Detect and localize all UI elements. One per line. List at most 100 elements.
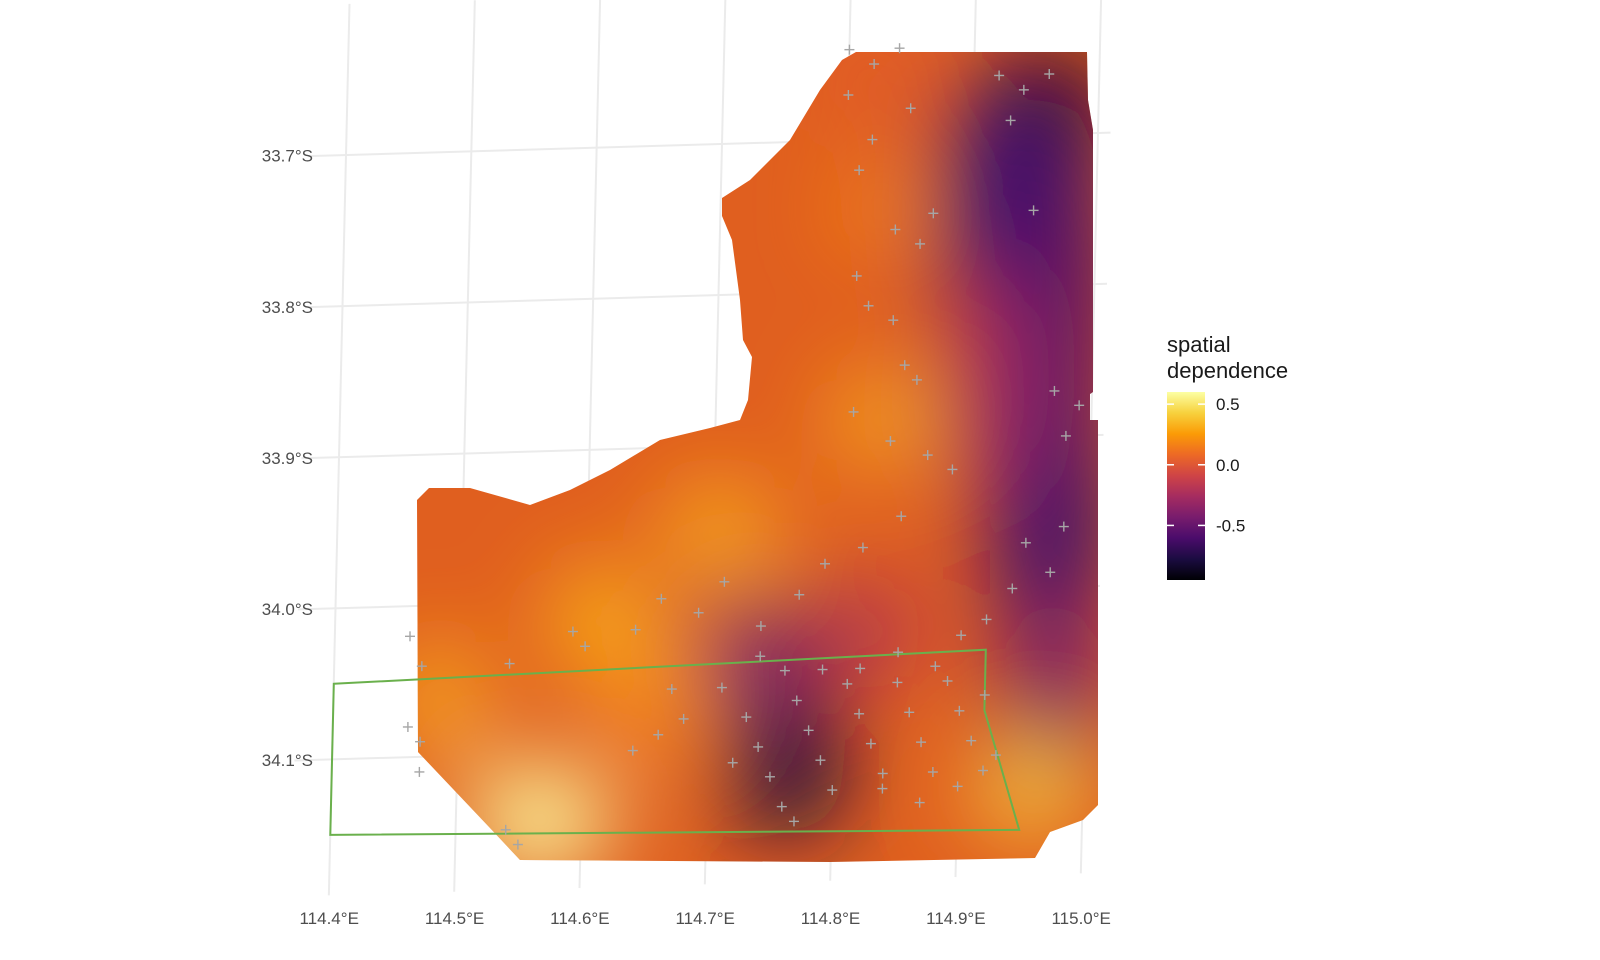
observation-point-3	[843, 89, 854, 100]
observation-point-10	[851, 270, 862, 281]
heatmap-surface	[417, 52, 1098, 862]
observation-point-72	[927, 767, 938, 778]
x-tick-label-0: 114.4°E	[299, 909, 358, 928]
observation-point-65	[842, 678, 853, 689]
observation-point-25	[1074, 400, 1085, 411]
observation-point-31	[981, 614, 992, 625]
observation-point-73	[942, 675, 953, 686]
observation-point-28	[1045, 567, 1056, 578]
observation-point-24	[1049, 385, 1060, 396]
observation-point-20	[1018, 84, 1029, 95]
observation-point-34	[857, 542, 868, 553]
observation-point-52	[627, 745, 638, 756]
x-tick-label-5: 114.9°E	[926, 909, 985, 928]
legend-title-line2: dependence	[1167, 358, 1288, 383]
y-axis-tick-labels: 33.7°S 33.8°S 33.9°S 34.0°S 34.1°S	[262, 147, 313, 770]
y-tick-label-4: 34.1°S	[262, 751, 313, 770]
x-tick-label-4: 114.8°E	[801, 909, 860, 928]
observation-point-19	[994, 70, 1005, 81]
observation-point-23	[1028, 205, 1039, 216]
observation-point-67	[865, 738, 876, 749]
observation-point-2	[894, 43, 905, 54]
observation-point-18	[947, 464, 958, 475]
x-tick-label-2: 114.6°E	[550, 909, 609, 928]
observation-point-60	[776, 801, 787, 812]
observation-point-85	[952, 781, 963, 792]
observation-point-89	[727, 757, 738, 768]
observation-point-53	[653, 729, 664, 740]
observation-point-56	[716, 682, 727, 693]
color-legend: spatial dependence 0.5 0.0 -0.5	[1167, 332, 1288, 580]
observation-point-32	[956, 630, 967, 641]
observation-point-47	[402, 721, 413, 732]
observation-point-69	[892, 677, 903, 688]
observation-point-14	[911, 374, 922, 385]
y-tick-label-2: 33.9°S	[262, 449, 313, 468]
observation-point-45	[404, 631, 415, 642]
observation-point-50	[500, 824, 511, 835]
observation-point-87	[877, 783, 888, 794]
observation-point-40	[656, 593, 667, 604]
observation-point-57	[741, 712, 752, 723]
observation-point-21	[1044, 69, 1055, 80]
observation-point-38	[719, 576, 730, 587]
y-tick-label-1: 33.8°S	[262, 298, 313, 317]
observation-point-11	[863, 300, 874, 311]
observation-point-49	[414, 766, 425, 777]
observation-point-74	[954, 705, 965, 716]
observation-point-8	[915, 238, 926, 249]
observation-point-42	[567, 626, 578, 637]
legend-label-2: -0.5	[1216, 516, 1245, 535]
observation-point-16	[885, 436, 896, 447]
x-axis-tick-labels: 114.4°E 114.5°E 114.6°E 114.7°E 114.8°E 114.9…	[299, 909, 1110, 928]
observation-point-48	[415, 736, 426, 747]
observation-point-63	[815, 755, 826, 766]
observation-point-82	[817, 664, 828, 675]
x-tick-label-1: 114.5°E	[425, 909, 484, 928]
observation-point-88	[788, 816, 799, 827]
observation-point-70	[904, 707, 915, 718]
observation-point-12	[888, 315, 899, 326]
observation-point-37	[755, 621, 766, 632]
observation-point-75	[966, 735, 977, 746]
observation-point-64	[827, 785, 838, 796]
observation-point-51	[512, 839, 523, 850]
observation-point-84	[755, 651, 766, 662]
observation-points	[402, 43, 1085, 850]
observation-point-59	[764, 771, 775, 782]
x-tick-label-6: 115.0°E	[1051, 909, 1110, 928]
x-tick-label-3: 114.7°E	[675, 909, 734, 928]
observation-point-81	[855, 663, 866, 674]
y-tick-label-0: 33.7°S	[262, 147, 313, 166]
observation-point-29	[1058, 521, 1069, 532]
observation-point-30	[1007, 583, 1018, 594]
observation-point-76	[978, 765, 989, 776]
legend-title-line1: spatial	[1167, 332, 1231, 357]
observation-point-68	[877, 768, 888, 779]
observation-point-62	[803, 725, 814, 736]
observation-point-6	[854, 165, 865, 176]
observation-point-79	[930, 661, 941, 672]
observation-point-7	[890, 224, 901, 235]
observation-point-35	[819, 558, 830, 569]
observation-point-46	[416, 661, 427, 672]
observation-point-33	[896, 511, 907, 522]
observation-point-5	[867, 134, 878, 145]
observation-point-36	[794, 589, 805, 600]
legend-label-1: 0.0	[1216, 456, 1240, 475]
observation-point-78	[979, 689, 990, 700]
observation-point-83	[779, 665, 790, 676]
observation-point-43	[580, 641, 591, 652]
region-boundary	[329, 648, 1021, 836]
observation-point-80	[893, 647, 904, 658]
observation-point-71	[916, 737, 927, 748]
observation-point-4	[905, 103, 916, 114]
legend-colorbar	[1167, 392, 1205, 580]
observation-point-44	[504, 658, 515, 669]
observation-point-26	[1060, 430, 1071, 441]
observation-point-13	[899, 360, 910, 371]
legend-label-0: 0.5	[1216, 395, 1240, 414]
observation-point-39	[693, 607, 704, 618]
observation-point-77	[990, 750, 1001, 761]
